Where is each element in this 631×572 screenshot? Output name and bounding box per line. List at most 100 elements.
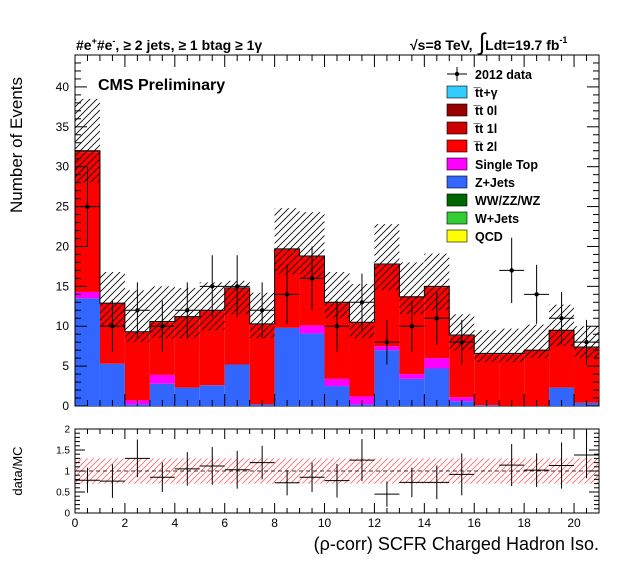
legend-label: t̅t 0l bbox=[473, 104, 497, 118]
uncertainty-box bbox=[524, 324, 550, 359]
y-tick-label: 40 bbox=[56, 80, 70, 94]
y-axis: 0 5 10 15 20 25 30 35 40 bbox=[56, 54, 599, 413]
x-axis-ticks bbox=[74, 55, 600, 406]
ratio-plot: 0 0.5 1 1.5 2 0 2 4 6 8 10 12 14 16 18 20 data/MC (ρ-c… bbox=[10, 425, 600, 554]
ratio-x-axis: 0 2 4 6 8 10 12 14 16 18 20 bbox=[72, 429, 600, 530]
legend-label: Single Top bbox=[475, 158, 538, 172]
uncertainty-box bbox=[374, 224, 400, 291]
legend-item: QCD bbox=[446, 229, 503, 244]
x-tick-label: 18 bbox=[517, 516, 531, 530]
legend-item: t̅t 1l bbox=[446, 121, 497, 136]
y-tick-label: 15 bbox=[56, 279, 70, 293]
header-integral: ∫ bbox=[477, 29, 487, 56]
uncertainty-layer bbox=[75, 98, 599, 363]
data-point bbox=[149, 300, 175, 352]
stack-bar bbox=[75, 298, 100, 406]
legend-item: Single Top bbox=[446, 157, 538, 172]
legend-label: t̅t+γ bbox=[473, 86, 498, 100]
stack-bar bbox=[299, 333, 325, 406]
legend-item: t̅t+γ bbox=[446, 85, 498, 100]
stack-total-line bbox=[74, 150, 599, 406]
ratio-point bbox=[549, 442, 575, 489]
ratio-point bbox=[274, 470, 300, 496]
legend-label: 2012 data bbox=[475, 68, 533, 82]
data-point bbox=[549, 291, 575, 345]
uncertainty-box bbox=[499, 328, 525, 363]
data-point bbox=[274, 264, 300, 324]
ratio-y-tick-label: 2 bbox=[64, 425, 70, 436]
legend-label: t̅t 2l bbox=[473, 140, 497, 154]
ratio-y-tick-label: 1 bbox=[64, 467, 70, 478]
cms-label: CMS Preliminary bbox=[98, 77, 225, 94]
stack-bar bbox=[274, 327, 300, 406]
data-point bbox=[399, 300, 425, 352]
x-tick-label: 2 bbox=[122, 516, 129, 530]
ratio-point bbox=[349, 439, 375, 482]
ratio-point bbox=[99, 464, 125, 498]
ratio-point bbox=[399, 467, 425, 498]
ratio-point bbox=[224, 450, 250, 489]
ratio-point bbox=[199, 447, 225, 485]
header-selection: , ≥ 2 jets, ≥ 1 btag ≥ 1γ bbox=[115, 37, 262, 53]
x-tick-label: 12 bbox=[368, 516, 382, 530]
ratio-point bbox=[574, 431, 599, 479]
stack-bar bbox=[75, 291, 100, 299]
data-point bbox=[199, 255, 225, 318]
header-e2: #e bbox=[97, 37, 113, 53]
stack-bar bbox=[424, 358, 450, 369]
y-tick-label: 5 bbox=[62, 359, 69, 373]
ratio-y-tick-label: 0 bbox=[64, 509, 70, 520]
header-e1: #e bbox=[76, 37, 92, 53]
y-tick-label: 10 bbox=[56, 319, 70, 333]
legend-label: t̅t 1l bbox=[473, 122, 497, 136]
header-lumi-exp: -1 bbox=[559, 35, 567, 45]
legend-item: W+Jets bbox=[446, 211, 519, 226]
ratio-point bbox=[124, 439, 150, 478]
data-point bbox=[499, 237, 525, 304]
legend-label: WW/ZZ/WZ bbox=[475, 194, 541, 208]
ratio-point bbox=[75, 467, 100, 493]
ratio-point bbox=[324, 463, 350, 498]
ratio-point bbox=[449, 453, 475, 496]
ratio-point bbox=[424, 465, 450, 500]
legend: 2012 data t̅t+γ t̅t 0l t̅t 1l t̅t 2l Single T… bbox=[446, 67, 541, 244]
stack-bar bbox=[299, 325, 325, 334]
uncertainty-box bbox=[474, 330, 500, 363]
stack-bar bbox=[149, 383, 175, 406]
stack-bar bbox=[324, 386, 350, 406]
x-tick-label: 8 bbox=[271, 516, 278, 530]
ratio-point bbox=[149, 462, 175, 492]
legend-label: W+Jets bbox=[475, 212, 519, 226]
y-tick-label: 35 bbox=[56, 120, 70, 134]
stack-bar bbox=[174, 387, 200, 406]
data-point bbox=[249, 282, 275, 339]
stack-bar bbox=[399, 374, 425, 379]
ratio-point bbox=[174, 452, 200, 486]
stack-outline bbox=[74, 150, 599, 406]
x-tick-label: 14 bbox=[418, 516, 432, 530]
legend-item: Z+Jets bbox=[446, 175, 515, 190]
header-plus: + bbox=[92, 36, 97, 46]
stack-bar bbox=[549, 387, 575, 406]
ratio-point bbox=[249, 445, 275, 480]
data-point bbox=[324, 300, 350, 352]
stack-bar bbox=[149, 374, 175, 384]
stack-bar bbox=[324, 378, 350, 387]
stack-bar bbox=[449, 397, 475, 402]
data-point bbox=[374, 319, 400, 365]
header-right: √s=8 TeV, ∫Ldt=19.7 fb-1 bbox=[410, 29, 567, 56]
stack-bar bbox=[474, 354, 500, 406]
y-tick-label: 20 bbox=[56, 239, 70, 253]
data-point bbox=[174, 282, 200, 339]
legend-item: t̅t 0l bbox=[446, 103, 497, 118]
x-tick-label: 4 bbox=[171, 516, 178, 530]
data-layer bbox=[75, 166, 599, 365]
stack-bar bbox=[424, 368, 450, 406]
legend-item: 2012 data bbox=[447, 67, 533, 82]
legend-item: WW/ZZ/WZ bbox=[446, 193, 541, 208]
x-tick-label: 0 bbox=[72, 516, 79, 530]
header-energy: √s=8 TeV, bbox=[410, 37, 473, 53]
data-point bbox=[99, 300, 125, 352]
uncertainty-box bbox=[274, 208, 300, 275]
